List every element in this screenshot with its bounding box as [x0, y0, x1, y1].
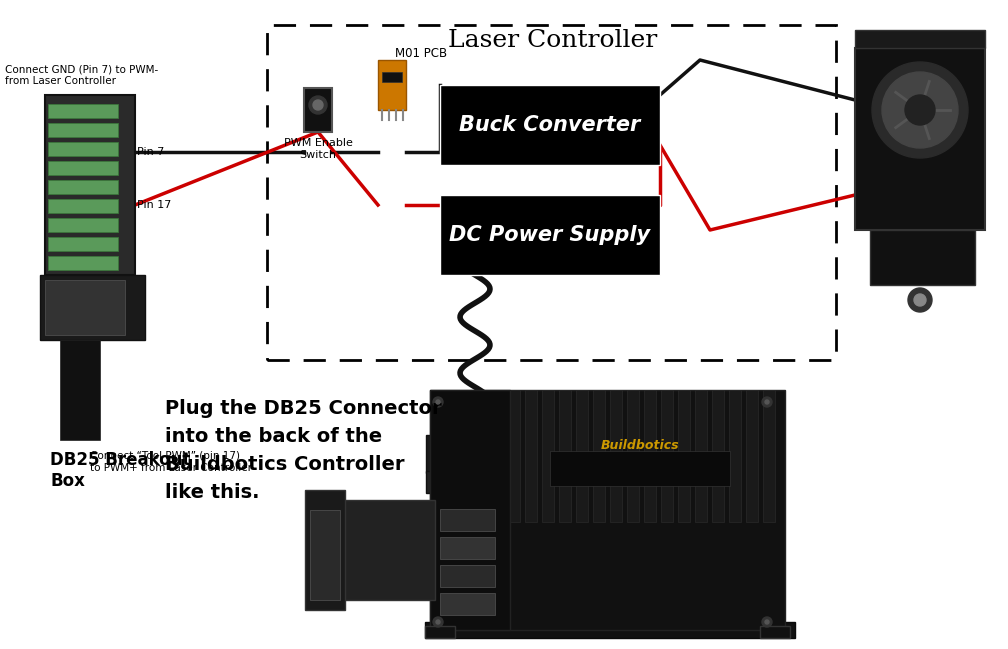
Bar — [610, 390, 622, 522]
Text: Pin 17: Pin 17 — [137, 200, 171, 210]
Circle shape — [762, 617, 772, 627]
Text: DB25 Breakout
Box: DB25 Breakout Box — [50, 451, 191, 490]
Bar — [870, 230, 975, 285]
Bar — [425, 622, 795, 638]
Text: Plug the DB25 Connector
into the back of the
Buildbotics Controller
like this.: Plug the DB25 Connector into the back of… — [165, 399, 442, 502]
Bar — [627, 390, 639, 522]
Circle shape — [309, 96, 327, 114]
Bar — [550, 451, 730, 486]
Bar — [491, 390, 503, 522]
Text: Connect GND (Pin 7) to PWM-
from Laser Controller: Connect GND (Pin 7) to PWM- from Laser C… — [5, 65, 158, 86]
Bar — [48, 161, 118, 175]
Text: PWM Enable
Switch: PWM Enable Switch — [283, 138, 353, 160]
Bar — [440, 195, 660, 275]
Text: Laser Controller: Laser Controller — [448, 29, 657, 52]
Bar — [678, 390, 690, 522]
Bar — [430, 390, 785, 630]
Bar — [440, 565, 495, 587]
Text: Connect “Tool PWM” (pin 17)
to PWM+ from Laser Controller: Connect “Tool PWM” (pin 17) to PWM+ from… — [90, 451, 252, 472]
Bar — [48, 142, 118, 156]
Bar — [425, 626, 455, 638]
Bar — [48, 104, 118, 118]
Bar — [440, 390, 452, 522]
Bar — [45, 280, 125, 335]
Bar — [746, 390, 758, 522]
Bar — [729, 390, 741, 522]
Bar — [340, 500, 435, 600]
Circle shape — [433, 617, 443, 627]
Circle shape — [436, 620, 440, 624]
Circle shape — [765, 400, 769, 404]
Bar — [60, 340, 100, 440]
Circle shape — [908, 288, 932, 312]
Bar — [855, 48, 985, 230]
Circle shape — [882, 72, 958, 148]
Bar — [40, 275, 145, 340]
Bar — [440, 85, 660, 165]
Bar — [48, 218, 118, 232]
Circle shape — [905, 95, 935, 125]
Bar — [305, 490, 345, 610]
Text: DC Power Supply: DC Power Supply — [450, 225, 650, 245]
Circle shape — [914, 294, 926, 306]
Bar — [48, 199, 118, 213]
Bar — [310, 510, 340, 600]
Bar — [576, 390, 588, 522]
Bar — [474, 390, 486, 522]
Bar — [440, 537, 495, 559]
Text: Buildbotics: Buildbotics — [601, 439, 679, 452]
Bar — [426, 435, 470, 473]
Bar — [48, 123, 118, 137]
Bar — [440, 509, 495, 531]
Bar — [267, 25, 836, 360]
Bar — [593, 390, 605, 522]
Bar — [661, 390, 673, 522]
Bar — [382, 72, 402, 82]
Bar — [763, 390, 775, 522]
Bar — [48, 256, 118, 270]
Text: Buck Converter: Buck Converter — [460, 115, 641, 135]
Bar — [644, 390, 656, 522]
Bar — [695, 390, 707, 522]
Circle shape — [313, 100, 323, 110]
Circle shape — [765, 620, 769, 624]
Bar — [760, 626, 790, 638]
Text: M01 PCB: M01 PCB — [395, 47, 448, 60]
Circle shape — [436, 400, 440, 404]
Bar — [457, 390, 469, 522]
Bar — [378, 60, 406, 110]
Bar — [304, 88, 332, 132]
Circle shape — [433, 397, 443, 407]
Bar — [426, 471, 470, 493]
Bar — [48, 180, 118, 194]
Bar — [440, 593, 495, 615]
Bar — [559, 390, 571, 522]
Bar — [48, 237, 118, 251]
Bar — [855, 30, 985, 48]
Bar — [508, 390, 520, 522]
Bar — [430, 390, 510, 630]
Circle shape — [762, 397, 772, 407]
Text: Pin 7: Pin 7 — [137, 147, 164, 157]
Bar — [45, 95, 135, 275]
Bar — [712, 390, 724, 522]
Circle shape — [872, 62, 968, 158]
Bar — [525, 390, 537, 522]
Bar — [542, 390, 554, 522]
